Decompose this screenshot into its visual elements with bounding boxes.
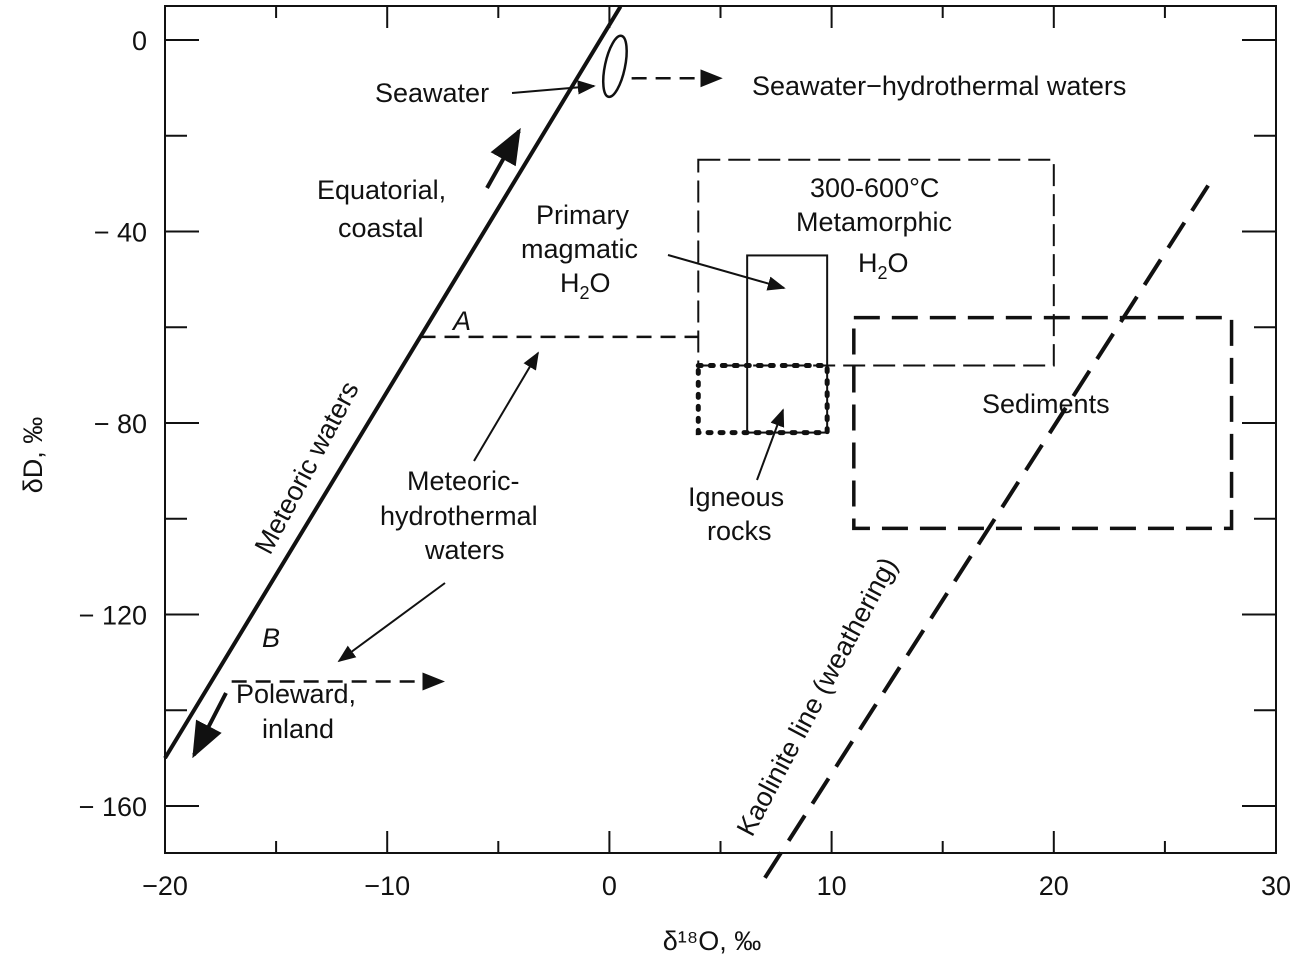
meteoric-hydrothermal-pointer-b [337,582,446,663]
y-tick-label: − 40 [94,218,147,248]
y-axis-title: δD, ‰ [18,417,48,494]
primary-magmatic-label-line1: Primary [536,200,629,230]
point-a-label: A [451,306,471,336]
x-tick-label: −10 [364,871,410,901]
x-tick-label: 10 [817,871,847,901]
x-tick-label: 30 [1261,871,1291,901]
metamorphic-label-line2: Metamorphic [796,207,952,237]
poleward-direction-arrow [192,692,228,759]
equatorial-label-line1: Equatorial, [317,175,446,205]
y-tick-label: − 80 [94,409,147,439]
data-layer [163,5,1234,879]
igneous-rocks-label-line2: rocks [707,516,772,546]
meteoric-waters-line [163,5,623,760]
y-tick-label: − 120 [79,601,147,631]
seawater-hydrothermal-label: Seawater−hydrothermal waters [752,71,1126,101]
meteoric-hydrothermal-pointer-a [473,351,539,462]
y-tick-label: − 160 [79,792,147,822]
axis-ticks: −20 −10 0 10 20 30 0 − 40 − 80 − 120 − 160 [79,6,1291,901]
primary-magmatic-h2o-region [746,254,829,434]
point-b-label: B [262,623,280,653]
x-tick-label: 20 [1039,871,1069,901]
igneous-rocks-label-line1: Igneous [688,482,784,512]
poleward-label-line1: Poleward, [236,679,356,709]
meteoric-hydrothermal-label-line3: waters [424,535,505,565]
annotation-labels: Seawater Seawater−hydrothermal waters Eq… [18,71,1126,956]
metamorphic-label-line3: H2O [858,248,909,283]
poleward-label-line2: inland [262,714,334,744]
equatorial-label-line2: coastal [338,213,424,243]
kaolinite-line-weathering-line [763,182,1212,879]
meteoric-hydrothermal-label-line2: hydrothermal [380,501,538,531]
x-tick-label: 0 [602,871,617,901]
igneous-rocks-pointer-arrow [756,408,785,481]
equatorial-direction-arrow [485,127,521,189]
metamorphic-label-line1: 300-600°C [810,173,939,203]
primary-magmatic-label-line2: magmatic [521,234,638,264]
seawater-label: Seawater [375,78,489,108]
annotation-arrows [192,80,786,759]
primary-magmatic-label-line3: H2O [560,268,611,303]
primary-magmatic-pointer-arrow [667,254,786,291]
sediments-label: Sediments [982,389,1110,419]
sediments-region [852,315,1234,531]
y-tick-label: 0 [132,26,147,56]
igneous-rocks-region [695,363,830,436]
300-600-c-metamorphic-h2o-region [697,158,1055,367]
meteoric-waters-label: Meteoric waters [249,376,365,558]
seawater-region [601,34,628,99]
seawater-pointer-arrow [511,80,596,95]
x-axis-title: δ¹⁸O, ‰ [663,926,761,956]
meteoric-hydrothermal-label-line1: Meteoric- [407,466,520,496]
x-tick-label: −20 [142,871,188,901]
